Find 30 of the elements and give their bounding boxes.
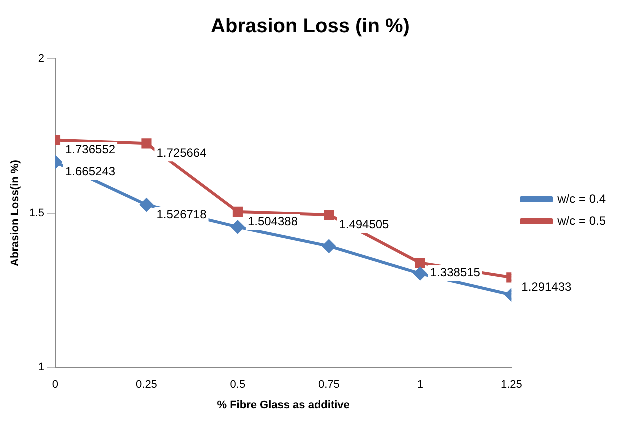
x-tick-label: 0 xyxy=(52,379,59,392)
chart-title: Abrasion Loss (in %) xyxy=(211,16,410,38)
point xyxy=(322,240,336,253)
point xyxy=(231,220,244,234)
data-label: 1.665243 xyxy=(65,164,116,179)
point xyxy=(415,258,426,268)
y-tick-label: 2 xyxy=(38,53,44,66)
data-label: 1.338515 xyxy=(430,265,481,280)
x-tick-label: 1 xyxy=(417,379,424,392)
y-axis-title: Abrasion Loss(in %) xyxy=(10,160,22,266)
x-tick-label: 1.25 xyxy=(500,379,522,392)
point xyxy=(232,206,243,217)
x-axis-title: % Fibre Glass as additive xyxy=(217,399,350,412)
y-tick-label: 1 xyxy=(38,362,44,374)
point xyxy=(142,138,152,149)
y-tick-label: 1.5 xyxy=(29,207,44,220)
x-tick-label: 0.25 xyxy=(136,379,158,392)
data-label: 1.736552 xyxy=(65,142,116,157)
x-tick-label: 0.5 xyxy=(230,379,246,392)
point xyxy=(140,198,154,212)
data-label: 1.526718 xyxy=(156,207,208,222)
legend-label: w/c = 0.4 xyxy=(556,192,606,206)
data-label: 1.494505 xyxy=(339,217,390,232)
point xyxy=(324,210,334,220)
x-tick-label: 0.75 xyxy=(318,379,340,392)
data-label: 1.504388 xyxy=(248,214,298,228)
data-label: 1.725664 xyxy=(156,146,208,160)
data-label: 1.291433 xyxy=(522,280,572,294)
point xyxy=(414,267,427,280)
legend-label: w/c = 0.5 xyxy=(556,214,606,228)
